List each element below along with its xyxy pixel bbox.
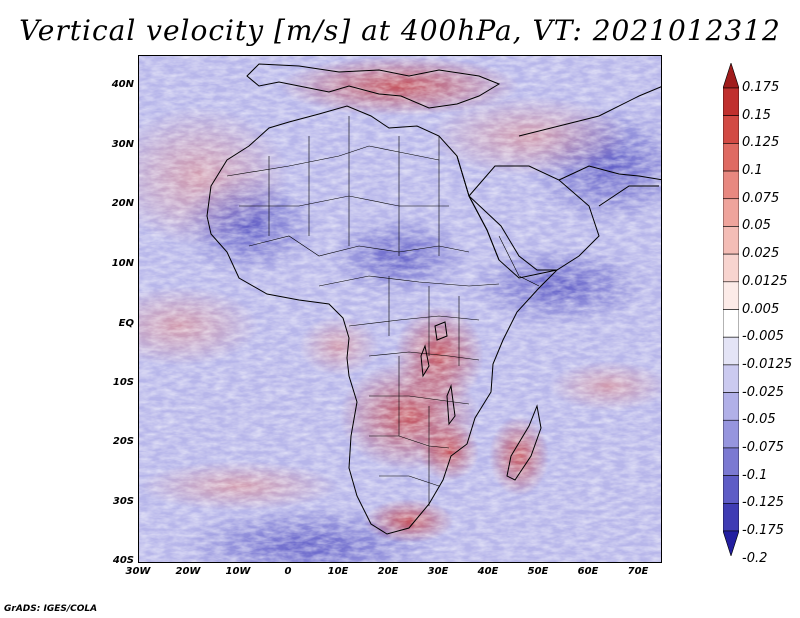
colorbar-tick-label: -0.125	[742, 495, 784, 511]
lat-label: 30N	[111, 139, 134, 150]
colorbar-segment	[723, 309, 739, 338]
colorbar-tick-label: 0.1	[742, 163, 763, 179]
colorbar-tick-label: -0.0125	[742, 356, 793, 372]
colorbar-tick-label: 0.15	[742, 107, 771, 123]
lon-label: 40E	[477, 566, 499, 577]
lat-label: 10N	[111, 258, 134, 269]
colorbar-segment	[723, 198, 739, 227]
colorbar-segment	[723, 170, 739, 200]
colorbar-segment	[723, 253, 739, 283]
colorbar-tick-label: 0.005	[742, 301, 780, 317]
colorbar	[723, 63, 739, 556]
lat-label: 20N	[111, 198, 134, 209]
colorbar-tick-label: -0.2	[742, 550, 768, 566]
lon-label: 10E	[327, 566, 349, 577]
colorbar-tick-label: -0.175	[742, 523, 784, 538]
colorbar-segment	[723, 336, 739, 366]
lon-label: 30E	[427, 566, 449, 577]
colorbar-segment	[723, 419, 739, 449]
lat-label: 20S	[112, 436, 134, 447]
colorbar-segment	[723, 115, 739, 144]
colorbar-tick-label: -0.1	[742, 467, 768, 483]
colorbar-tick-label: -0.005	[742, 329, 784, 345]
colorbar-tick-label: 0.05	[742, 218, 771, 234]
lon-label: 70E	[627, 566, 649, 577]
lon-label: 50E	[527, 566, 549, 577]
colorbar-segment	[723, 475, 739, 504]
colorbar-segment	[723, 447, 739, 476]
map-panel	[138, 55, 662, 563]
chart-title: Vertical velocity [m/s] at 400hPa, VT: 2…	[19, 14, 781, 47]
lat-label: 40S	[112, 555, 134, 566]
lon-label: 20W	[175, 566, 201, 577]
colorbar-segment	[723, 63, 739, 89]
colorbar-segment	[723, 530, 739, 556]
colorbar-tick-label: 0.075	[742, 190, 780, 206]
colorbar-tick-label: -0.025	[742, 384, 784, 400]
lat-label: 30S	[112, 496, 134, 507]
colorbar-tick-label: 0.025	[742, 246, 780, 262]
colorbar-tick-label: 0.0125	[742, 273, 788, 289]
lon-label: 30W	[125, 566, 151, 577]
colorbar-tick-label: 0.125	[742, 135, 780, 151]
lon-label: 60E	[577, 566, 599, 577]
country-borders	[226, 116, 540, 506]
lon-label: 20E	[377, 566, 399, 577]
colorbar-segment	[723, 392, 739, 421]
colorbar-segment	[723, 87, 739, 116]
colorbar-tick-label: -0.05	[742, 412, 776, 428]
colorbar-segment	[723, 143, 739, 172]
lat-label: 40N	[111, 79, 134, 90]
grads-credit: GrADS: IGES/COLA	[4, 604, 98, 614]
lat-label: EQ	[118, 318, 134, 329]
coastlines	[206, 63, 661, 535]
colorbar-segment	[723, 281, 739, 310]
colorbar-segment	[723, 503, 739, 532]
lon-label: 0	[284, 566, 292, 577]
colorbar-segment	[723, 226, 739, 255]
colorbar-segment	[723, 364, 739, 393]
colorbar-tick-label: -0.075	[742, 439, 784, 455]
colorbar-tick-label: 0.175	[742, 80, 780, 95]
lon-label: 10W	[225, 566, 251, 577]
lat-label: 10S	[112, 377, 134, 388]
vertical-velocity-field	[139, 56, 661, 562]
